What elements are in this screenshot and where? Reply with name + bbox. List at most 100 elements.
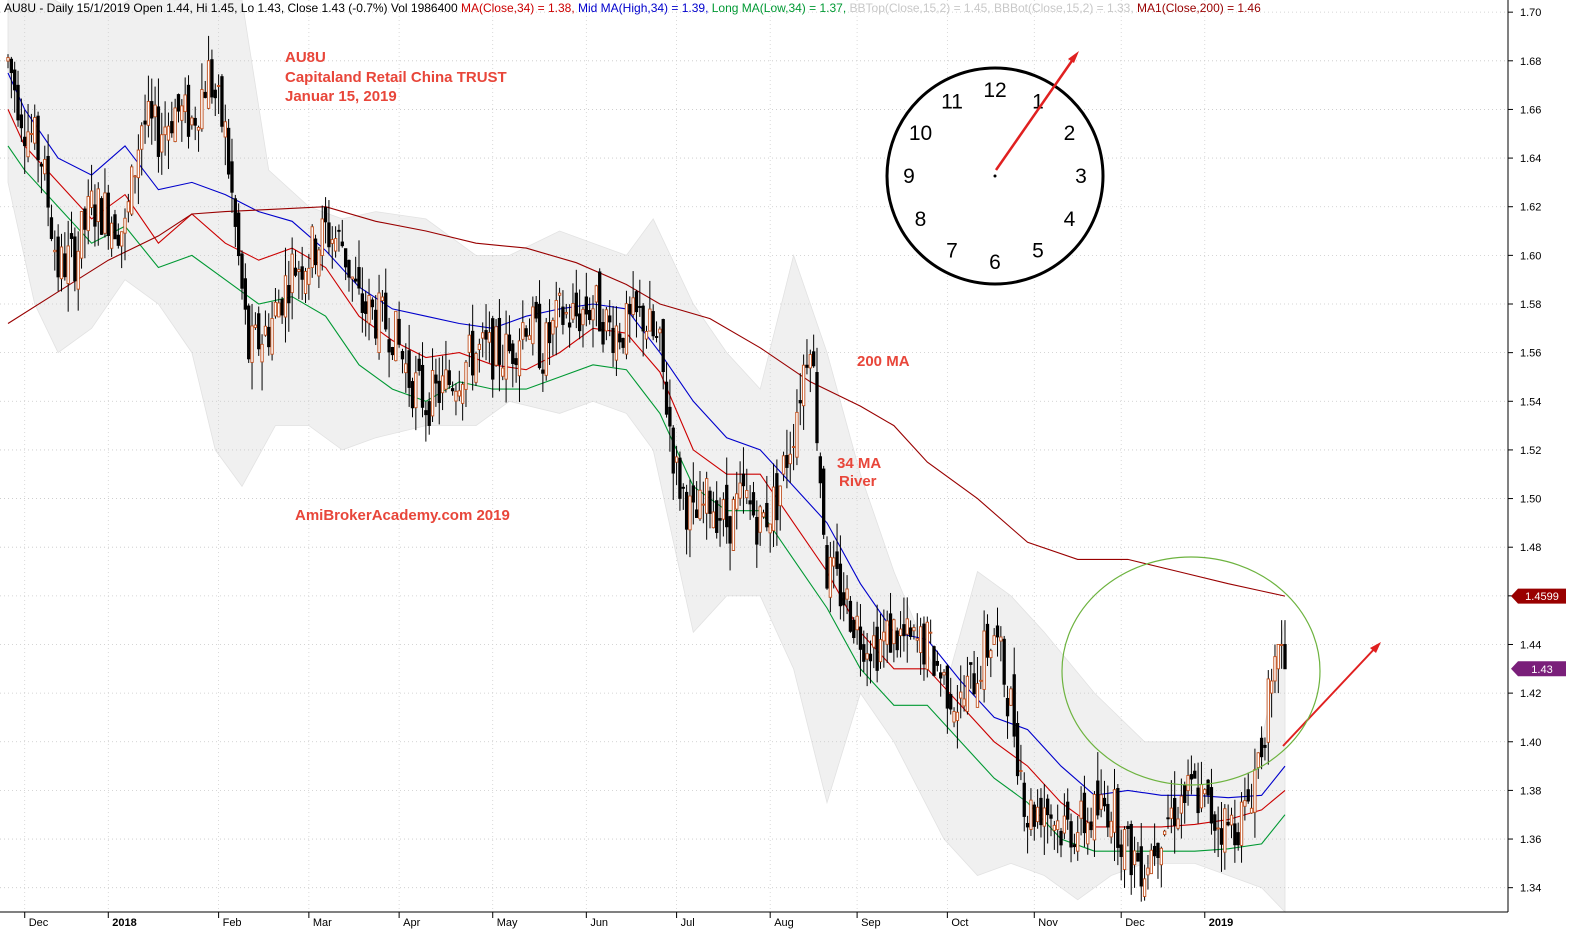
candle [527,318,532,340]
clock-numeral: 9 [903,165,915,188]
x-tick-label: Aug [774,917,794,929]
candle-body-down [56,236,60,278]
candle [1166,794,1170,829]
candle [223,104,227,166]
candle-body-up [206,60,211,109]
candle [333,226,338,258]
candle [668,379,672,452]
candle-body-up [1243,800,1247,807]
x-tick-label: 2019 [1209,917,1233,929]
candle [982,610,986,703]
candle [1045,794,1050,844]
candle [741,447,746,514]
candle [1142,864,1147,901]
uptrend-arrow-line [1282,644,1379,747]
candle [384,268,388,332]
candle-body-up [594,285,599,303]
candle [1092,791,1097,857]
candle-body-up [795,411,799,458]
candle [196,125,201,152]
uptrend-arrow [1282,642,1381,747]
candle [738,461,742,506]
candle [758,504,762,546]
candle [975,657,980,708]
candle [1019,744,1023,781]
candle [1089,807,1093,838]
candle-body-down [822,468,826,535]
candle-body-up [955,711,960,722]
candle [875,604,879,683]
candle-body-up [380,296,385,302]
candle [360,267,365,333]
clock-numeral: 1 [1032,91,1044,114]
candle-body-up [126,201,130,213]
candle [868,640,873,684]
candle [1280,620,1284,669]
candle-body-up [504,333,508,380]
candle-body-down [1226,821,1230,826]
candle [160,112,164,175]
candle [842,572,846,622]
candle-body-down [755,516,759,545]
candle-body-down [1039,797,1043,826]
candle-body-down [818,456,822,484]
candle [905,597,909,663]
candle-body-down [1193,770,1197,779]
candle-body-down [922,623,926,665]
candle-body-up [481,332,485,339]
header-part-ma-close: MA(Close,34) = 1.38, [461,1,578,15]
candle-body-up [965,675,970,712]
candle [791,423,796,471]
candle-body-up [1079,800,1083,819]
y-tick-label: 1.54 [1520,396,1541,408]
candle [795,389,799,466]
candle [424,401,428,442]
candle-body-up [711,511,716,529]
candle-body-down [407,350,411,388]
candle [1122,826,1127,888]
candle [554,281,558,356]
candle [1263,737,1267,761]
last-value-tag: 1.4599 [1511,588,1566,604]
candle-body-down [751,492,756,516]
candle [1186,759,1190,806]
candle [494,319,498,367]
candle [210,49,214,104]
candle [972,650,976,696]
candle-body-up [1086,822,1090,845]
candle-body-up [975,683,980,708]
candle-body-up [79,211,84,259]
candle-body-down [1189,774,1194,780]
candle-body-down [1209,787,1214,824]
candle-body-down [343,248,348,268]
candle-body-down [434,374,438,384]
candle-body-up [394,310,398,362]
candle-body-up [153,104,157,118]
candle [103,168,107,238]
candle [745,468,749,505]
candle [979,665,983,690]
candle [865,632,869,687]
candle-body-down [715,500,719,533]
candle-body-up [1273,656,1277,682]
candle-body-up [414,372,418,409]
candle [561,290,565,335]
y-tick-label: 1.68 [1520,56,1541,68]
candle-body-down [360,293,365,313]
candle [1009,686,1013,706]
candle-body-down [19,114,24,129]
candle [26,103,30,163]
candle [153,86,157,141]
candle-body-down [340,241,344,247]
candle [878,613,883,669]
candle [1239,792,1244,863]
annotation-200ma-label: 200 MA [857,353,910,370]
candle [728,515,732,571]
candle-body-up [477,343,482,351]
candle-body-down [691,485,695,503]
candle [471,304,475,391]
candle [898,611,903,658]
candle [407,324,411,407]
candle-body-down [868,653,873,662]
